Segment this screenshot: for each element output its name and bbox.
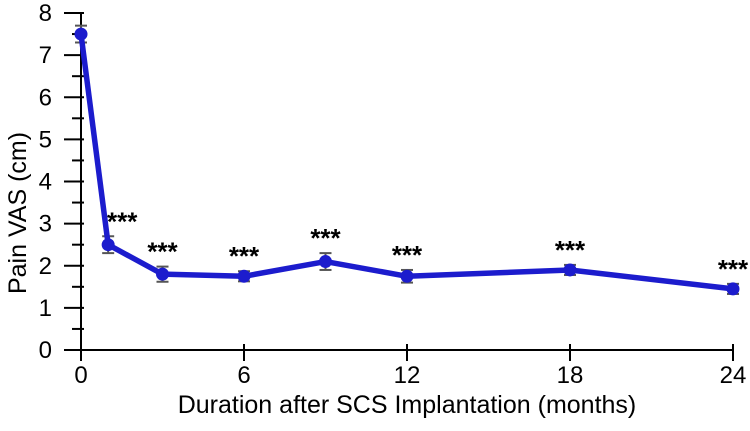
y-tick-label: 1 [39, 295, 52, 322]
y-tick-label: 4 [39, 169, 52, 196]
significance-label: *** [107, 206, 138, 236]
data-point [156, 267, 169, 281]
y-tick-label: 8 [39, 0, 52, 27]
x-tick-label: 24 [720, 362, 747, 389]
y-tick-label: 2 [39, 253, 52, 280]
y-tick-label: 6 [39, 84, 52, 111]
significance-label: *** [392, 240, 423, 270]
x-tick-label: 0 [74, 362, 87, 389]
significance-label: *** [718, 254, 749, 284]
x-axis-title: Duration after SCS Implantation (months) [178, 391, 637, 419]
significance-label: *** [310, 223, 341, 253]
data-point [101, 238, 115, 252]
x-tick-label: 18 [557, 362, 584, 389]
significance-label: *** [147, 237, 178, 267]
data-point [726, 282, 740, 296]
data-point [563, 263, 577, 277]
x-tick-label: 6 [237, 362, 250, 389]
y-tick-label: 7 [39, 42, 52, 69]
significance-label: *** [229, 241, 260, 271]
data-point [74, 27, 88, 41]
data-point [319, 255, 332, 269]
y-tick-label: 5 [39, 126, 52, 153]
y-axis-title: Pain VAS (cm) [4, 132, 32, 294]
y-tick-label: 0 [39, 337, 52, 364]
y-tick-label: 3 [39, 211, 52, 238]
x-tick-label: 12 [394, 362, 421, 389]
significance-label: *** [555, 235, 586, 265]
series-line [78, 31, 736, 292]
data-point [400, 269, 414, 283]
data-point [237, 269, 251, 283]
